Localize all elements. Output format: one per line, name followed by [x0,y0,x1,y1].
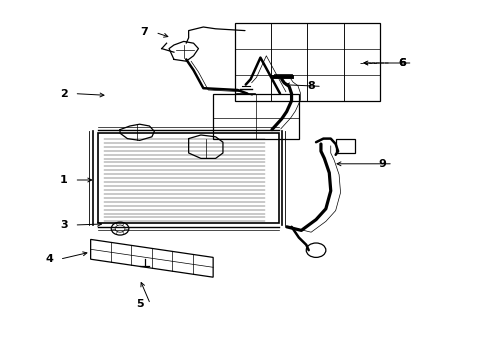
Bar [98,133,279,223]
Text: 6: 6 [398,58,406,68]
Text: 2: 2 [60,89,68,99]
Text: 4: 4 [45,254,53,264]
Text: 9: 9 [378,159,386,169]
Bar [235,23,380,101]
Text: 3: 3 [60,220,68,230]
Text: 5: 5 [136,299,144,309]
Text: 7: 7 [141,27,148,37]
Bar [213,94,299,139]
Text: 8: 8 [307,81,315,91]
Text: 6: 6 [398,58,406,68]
Bar [336,139,355,153]
Text: 1: 1 [60,175,68,185]
